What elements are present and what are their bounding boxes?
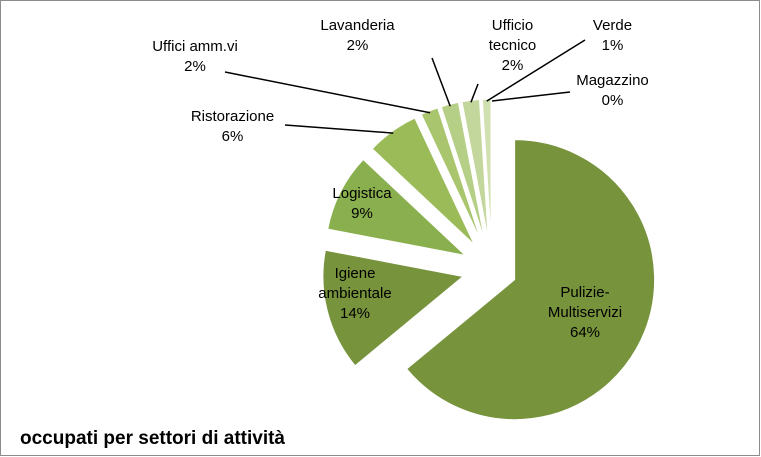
value-label: 2% xyxy=(346,37,369,54)
category-label: Uffici amm.vi xyxy=(152,38,238,55)
slice-label: Verde 1% xyxy=(575,16,650,56)
slice-label: Ristorazione 6% xyxy=(180,107,285,147)
chart-title: occupati per settori di attività xyxy=(20,428,285,449)
leader-line xyxy=(224,71,431,114)
pie-slice xyxy=(461,98,489,240)
category-label: Ristorazione xyxy=(190,108,275,125)
pie-slice xyxy=(322,249,465,367)
leader-line xyxy=(486,39,586,102)
leader-line xyxy=(470,83,479,103)
pie-slice xyxy=(327,158,467,257)
pie-slice xyxy=(371,117,475,246)
value-label: 9% xyxy=(351,205,373,222)
slice-label: Pulizie-Multiservizi 64% xyxy=(535,283,635,343)
category-label: Logistica xyxy=(332,185,392,202)
value-label: 14% xyxy=(339,305,371,322)
value-label: 64% xyxy=(569,324,601,341)
leader-line xyxy=(284,124,394,134)
category-label: Igiene ambientale xyxy=(318,265,392,302)
value-label: 2% xyxy=(501,57,524,74)
leader-line xyxy=(431,57,451,107)
slice-label: Uffici amm.vi 2% xyxy=(150,37,240,77)
slice-label: Lavanderia 2% xyxy=(310,16,405,56)
category-label: Verde xyxy=(592,17,633,34)
value-label: 6% xyxy=(221,128,244,145)
value-label: 2% xyxy=(184,58,206,75)
slice-label: Magazzino 0% xyxy=(560,71,665,111)
value-label: 0% xyxy=(601,92,624,109)
slice-label: Logistica 9% xyxy=(322,184,402,224)
slice-label: Ufficio tecnico 2% xyxy=(470,16,555,76)
leader-line xyxy=(491,91,571,102)
category-label: Lavanderia xyxy=(320,17,395,34)
category-label: Pulizie-Multiservizi xyxy=(547,284,623,321)
pie-slice xyxy=(406,139,656,421)
pie-slice xyxy=(420,107,482,242)
category-label: Magazzino xyxy=(576,72,649,89)
value-label: 1% xyxy=(601,37,624,54)
slice-label: Igiene ambientale 14% xyxy=(310,264,400,324)
category-label: Ufficio tecnico xyxy=(488,17,537,54)
